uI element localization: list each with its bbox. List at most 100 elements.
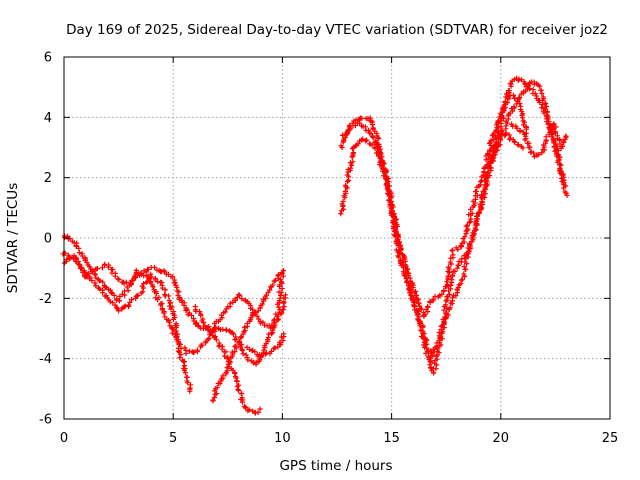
- data-point: [126, 302, 132, 308]
- data-point-interp: [511, 139, 517, 145]
- data-point-interp: [511, 104, 517, 110]
- data-point-interp: [150, 283, 156, 290]
- data-point-interp: [488, 137, 494, 143]
- data-point-interp: [459, 277, 466, 283]
- data-point-interp: [214, 384, 220, 391]
- data-point-interp: [260, 319, 266, 325]
- data-point: [520, 145, 526, 151]
- data-point: [404, 279, 410, 286]
- data-point-interp: [76, 250, 83, 256]
- data-point-interp: [79, 253, 85, 259]
- data-point-interp: [395, 234, 401, 240]
- data-point-interp: [453, 293, 459, 299]
- data-point-interp: [530, 150, 537, 156]
- data-points: [60, 75, 570, 416]
- data-point-interp: [253, 359, 259, 366]
- data-point-interp: [258, 353, 264, 360]
- data-point-interp: [462, 234, 468, 240]
- data-point-interp: [226, 328, 233, 334]
- data-point-interp: [521, 119, 528, 125]
- data-point-interp: [184, 306, 190, 313]
- data-point-interp: [111, 292, 117, 298]
- data-point-interp: [490, 152, 496, 158]
- data-point-interp: [350, 159, 356, 165]
- data-point-interp: [362, 124, 369, 130]
- data-point-interp: [445, 264, 451, 270]
- data-point-interp: [171, 326, 177, 333]
- data-point-interp: [94, 265, 101, 272]
- data-point: [412, 304, 418, 310]
- data-point-interp: [278, 292, 284, 299]
- data-point-interp: [543, 103, 549, 110]
- data-point-interp: [444, 279, 450, 285]
- data-point-interp: [219, 346, 225, 352]
- data-point-interp: [277, 307, 283, 313]
- data-point-interp: [233, 336, 239, 342]
- data-point: [93, 283, 99, 289]
- data-point: [564, 192, 570, 198]
- data-point-interp: [130, 277, 136, 283]
- data-point: [539, 150, 545, 156]
- data-point-interp: [480, 188, 486, 194]
- data-point-interp: [383, 174, 389, 180]
- data-point-interp: [525, 86, 531, 92]
- data-point-interp: [125, 288, 131, 294]
- data-point-interp: [129, 297, 135, 303]
- data-point-interp: [92, 271, 98, 277]
- data-point-interp: [62, 250, 68, 256]
- data-point-interp: [145, 276, 152, 282]
- data-point-interp: [421, 312, 427, 319]
- data-point-interp: [177, 341, 183, 347]
- data-point-interp: [439, 329, 445, 335]
- data-point-interp: [536, 151, 542, 158]
- data-point-interp: [363, 138, 369, 144]
- data-point-interp: [491, 155, 497, 161]
- data-point-interp: [178, 345, 184, 352]
- data-point: [224, 356, 230, 362]
- data-point-interp: [508, 81, 514, 87]
- data-point-interp: [461, 239, 467, 245]
- data-point-interp: [234, 378, 240, 384]
- data-point-interp: [280, 337, 286, 344]
- data-point-interp: [276, 289, 282, 295]
- data-point: [340, 132, 346, 138]
- data-point-interp: [444, 310, 450, 316]
- data-point: [282, 292, 289, 298]
- data-point-interp: [515, 141, 521, 148]
- data-point-interp: [428, 350, 435, 356]
- data-point-interp: [374, 150, 380, 156]
- data-point-interp: [169, 330, 175, 336]
- data-point-interp: [446, 291, 453, 298]
- data-point-interp: [450, 252, 456, 258]
- data-point-interp: [166, 303, 173, 309]
- y-tick-label: -6: [39, 413, 52, 428]
- data-point-interp: [551, 125, 557, 132]
- data-point-interp: [105, 264, 111, 270]
- data-point-interp: [268, 348, 275, 355]
- data-point: [563, 133, 569, 139]
- data-point-interp: [364, 137, 370, 143]
- data-point-interp: [380, 160, 387, 166]
- data-point-interp: [476, 209, 482, 215]
- data-point-interp: [359, 115, 365, 121]
- data-point-interp: [348, 165, 354, 171]
- data-point-interp: [234, 383, 240, 389]
- data-point: [243, 352, 249, 358]
- data-point-interp: [170, 316, 176, 322]
- data-point-interp: [543, 134, 549, 140]
- data-point-interp: [466, 240, 473, 247]
- data-point-interp: [245, 357, 251, 363]
- data-point-interp: [447, 305, 453, 311]
- data-point-interp: [487, 159, 493, 165]
- data-point-interp: [277, 339, 283, 345]
- data-point-interp: [151, 264, 158, 270]
- data-point-interp: [153, 290, 160, 297]
- data-point-interp: [427, 362, 433, 368]
- data-point-interp: [369, 121, 376, 128]
- data-point-interp: [412, 299, 418, 305]
- data-point-interp: [396, 254, 402, 260]
- data-point-interp: [76, 245, 82, 252]
- data-point-interp: [225, 361, 232, 367]
- data-point-interp: [468, 245, 474, 251]
- axes: 0 5 10 15 20 25 -6 -4 -2 0 2 4 6: [39, 51, 618, 447]
